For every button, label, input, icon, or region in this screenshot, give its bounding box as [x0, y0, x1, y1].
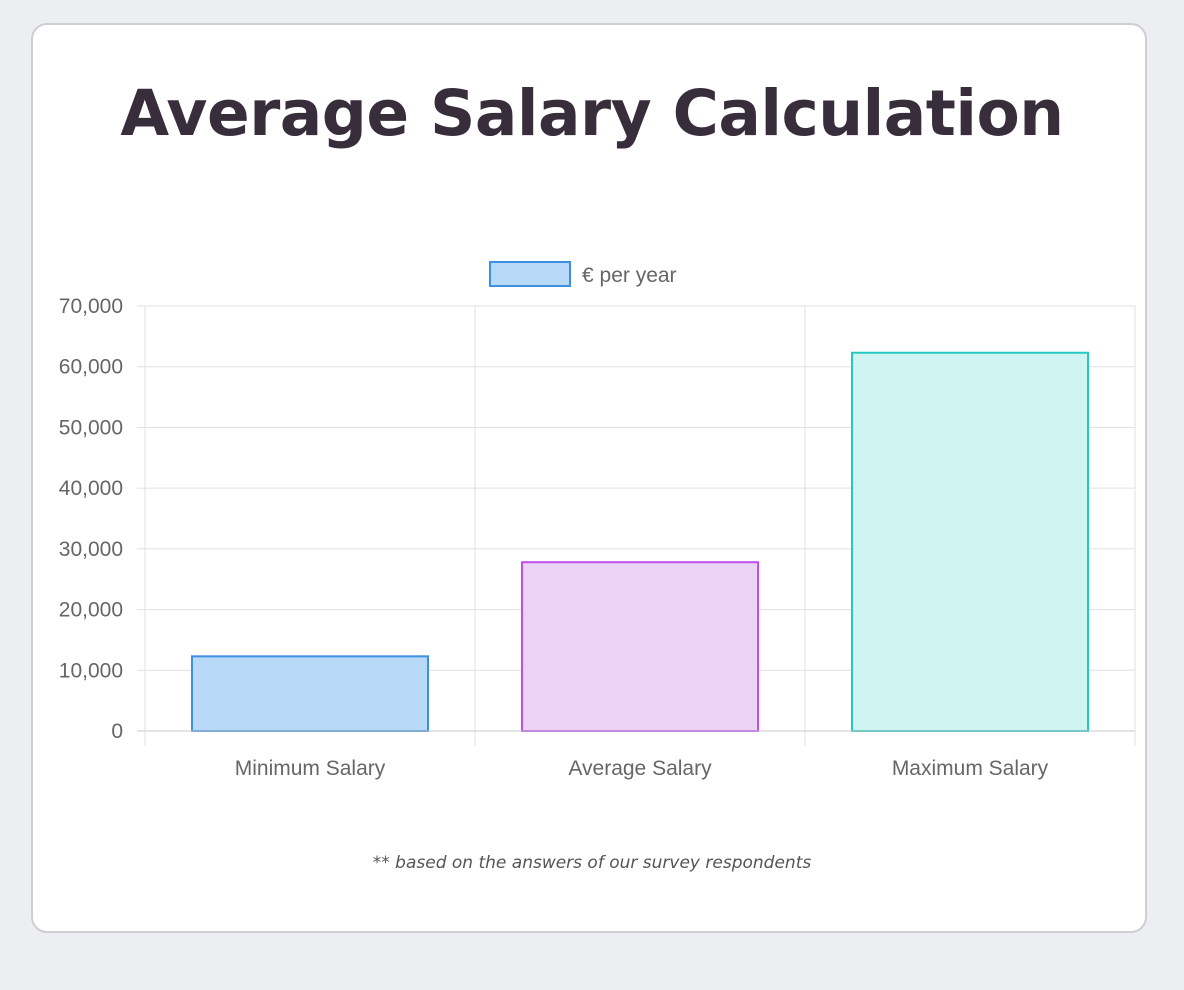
page-title: Average Salary Calculation	[120, 77, 1064, 150]
x-tick-label: Maximum Salary	[892, 757, 1049, 780]
y-tick-label: 70,000	[59, 295, 123, 318]
y-tick-label: 0	[111, 720, 123, 743]
footnote: ** based on the answers of our survey re…	[372, 853, 812, 873]
x-tick-label: Minimum Salary	[235, 757, 386, 780]
y-tick-label: 60,000	[59, 356, 123, 379]
bar-maximum-salary	[851, 351, 1089, 732]
y-tick-label: 40,000	[59, 477, 123, 500]
y-tick-label: 50,000	[59, 416, 123, 439]
bar-minimum-salary	[191, 655, 429, 732]
bar-average-salary	[521, 561, 759, 733]
legend-label: € per year	[582, 264, 677, 287]
legend-swatch	[489, 261, 571, 287]
y-tick-label: 30,000	[59, 538, 123, 561]
y-tick-label: 10,000	[59, 659, 123, 682]
x-tick-label: Average Salary	[568, 757, 712, 780]
y-tick-label: 20,000	[59, 599, 123, 622]
